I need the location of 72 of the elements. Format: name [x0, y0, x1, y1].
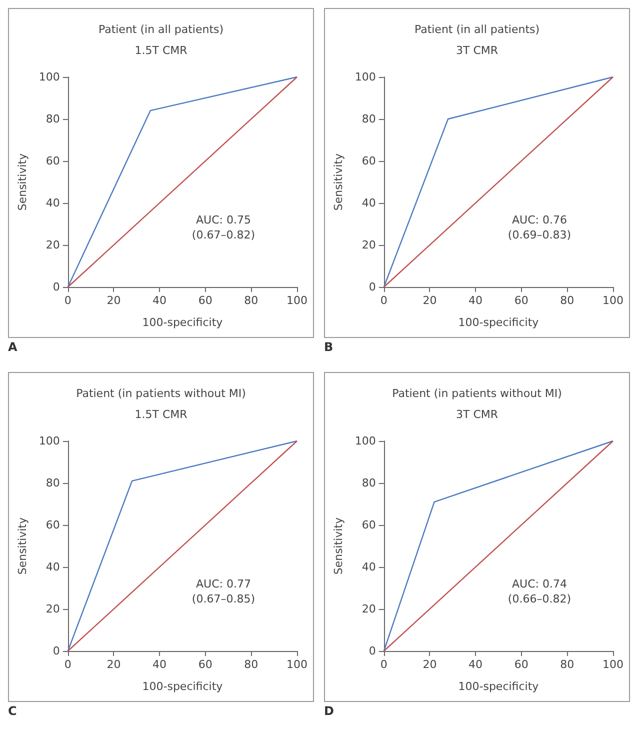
x-tick-label: 100	[286, 658, 308, 671]
y-tick-label: 0	[368, 280, 376, 294]
y-tick-label: 100	[38, 70, 60, 84]
x-tick-label: 60	[198, 658, 212, 671]
x-tick-label: 100	[602, 658, 624, 671]
y-tick-label: 20	[362, 238, 376, 252]
x-tick-label: 40	[152, 294, 167, 307]
x-tick-label: 60	[198, 294, 212, 307]
y-axis-title: Sensitivity	[16, 516, 29, 575]
x-axis-title: 100-specificity	[458, 316, 540, 329]
y-axis-title: Sensitivity	[332, 152, 345, 211]
chart-title: Patient (in all patients)	[98, 23, 224, 36]
y-tick-label: 100	[38, 434, 60, 448]
x-tick-label: 80	[244, 294, 258, 307]
y-tick-label: 80	[362, 476, 376, 490]
y-tick-label: 40	[362, 560, 376, 574]
y-tick-label: 20	[46, 602, 60, 616]
y-tick-label: 80	[362, 112, 376, 126]
chart-subtitle: 3T CMR	[456, 44, 498, 57]
y-tick-label: 0	[52, 280, 60, 294]
x-tick-label: 100	[286, 294, 308, 307]
y-tick-label: 100	[354, 434, 376, 448]
y-tick-label: 0	[368, 644, 376, 658]
y-tick-label: 40	[46, 196, 60, 210]
chart-subtitle: 1.5T CMR	[134, 44, 188, 57]
y-tick-label: 40	[46, 560, 60, 574]
chart-subtitle: 3T CMR	[456, 408, 498, 421]
chart-title: Patient (in patients without MI)	[76, 387, 246, 400]
x-tick-label: 0	[380, 658, 388, 671]
x-tick-label: 0	[64, 658, 72, 671]
x-tick-label: 20	[422, 658, 437, 671]
x-tick-label: 60	[514, 294, 528, 307]
x-tick-label: 100	[602, 294, 624, 307]
x-tick-label: 20	[106, 294, 121, 307]
x-axis-title: 100-specificity	[458, 680, 540, 693]
y-tick-label: 80	[46, 112, 60, 126]
x-tick-label: 0	[380, 294, 388, 307]
chart-title: Patient (in patients without MI)	[392, 387, 562, 400]
text: B	[324, 340, 334, 354]
x-tick-label: 80	[560, 658, 574, 671]
y-tick-label: 20	[46, 238, 60, 252]
x-tick-label: 0	[64, 294, 72, 307]
x-tick-label: 40	[152, 658, 167, 671]
annotation: AUC: 0.77 (0.67–0.85)	[192, 577, 256, 606]
y-tick-label: 20	[362, 602, 376, 616]
x-tick-label: 20	[422, 294, 437, 307]
text: D	[324, 704, 334, 718]
text: C	[8, 704, 17, 718]
y-tick-label: 100	[354, 70, 376, 84]
x-tick-label: 80	[244, 658, 258, 671]
annotation: AUC: 0.76 (0.69–0.83)	[508, 213, 572, 242]
y-tick-label: 40	[362, 196, 376, 210]
x-tick-label: 40	[468, 658, 483, 671]
y-tick-label: 60	[362, 518, 376, 532]
x-tick-label: 60	[514, 658, 528, 671]
text: A	[8, 340, 18, 354]
x-tick-label: 80	[560, 294, 574, 307]
chart-title: Patient (in all patients)	[414, 23, 540, 36]
y-axis-title: Sensitivity	[332, 516, 345, 575]
y-tick-label: 60	[362, 154, 376, 168]
chart-subtitle: 1.5T CMR	[134, 408, 188, 421]
x-axis-title: 100-specificity	[142, 680, 224, 693]
y-tick-label: 0	[52, 644, 60, 658]
y-axis-title: Sensitivity	[16, 152, 29, 211]
y-tick-label: 80	[46, 476, 60, 490]
x-tick-label: 20	[106, 658, 121, 671]
y-tick-label: 60	[46, 154, 60, 168]
y-tick-label: 60	[46, 518, 60, 532]
x-axis-title: 100-specificity	[142, 316, 224, 329]
annotation: AUC: 0.74 (0.66–0.82)	[508, 577, 572, 606]
x-tick-label: 40	[468, 294, 483, 307]
annotation: AUC: 0.75 (0.67–0.82)	[192, 213, 256, 242]
